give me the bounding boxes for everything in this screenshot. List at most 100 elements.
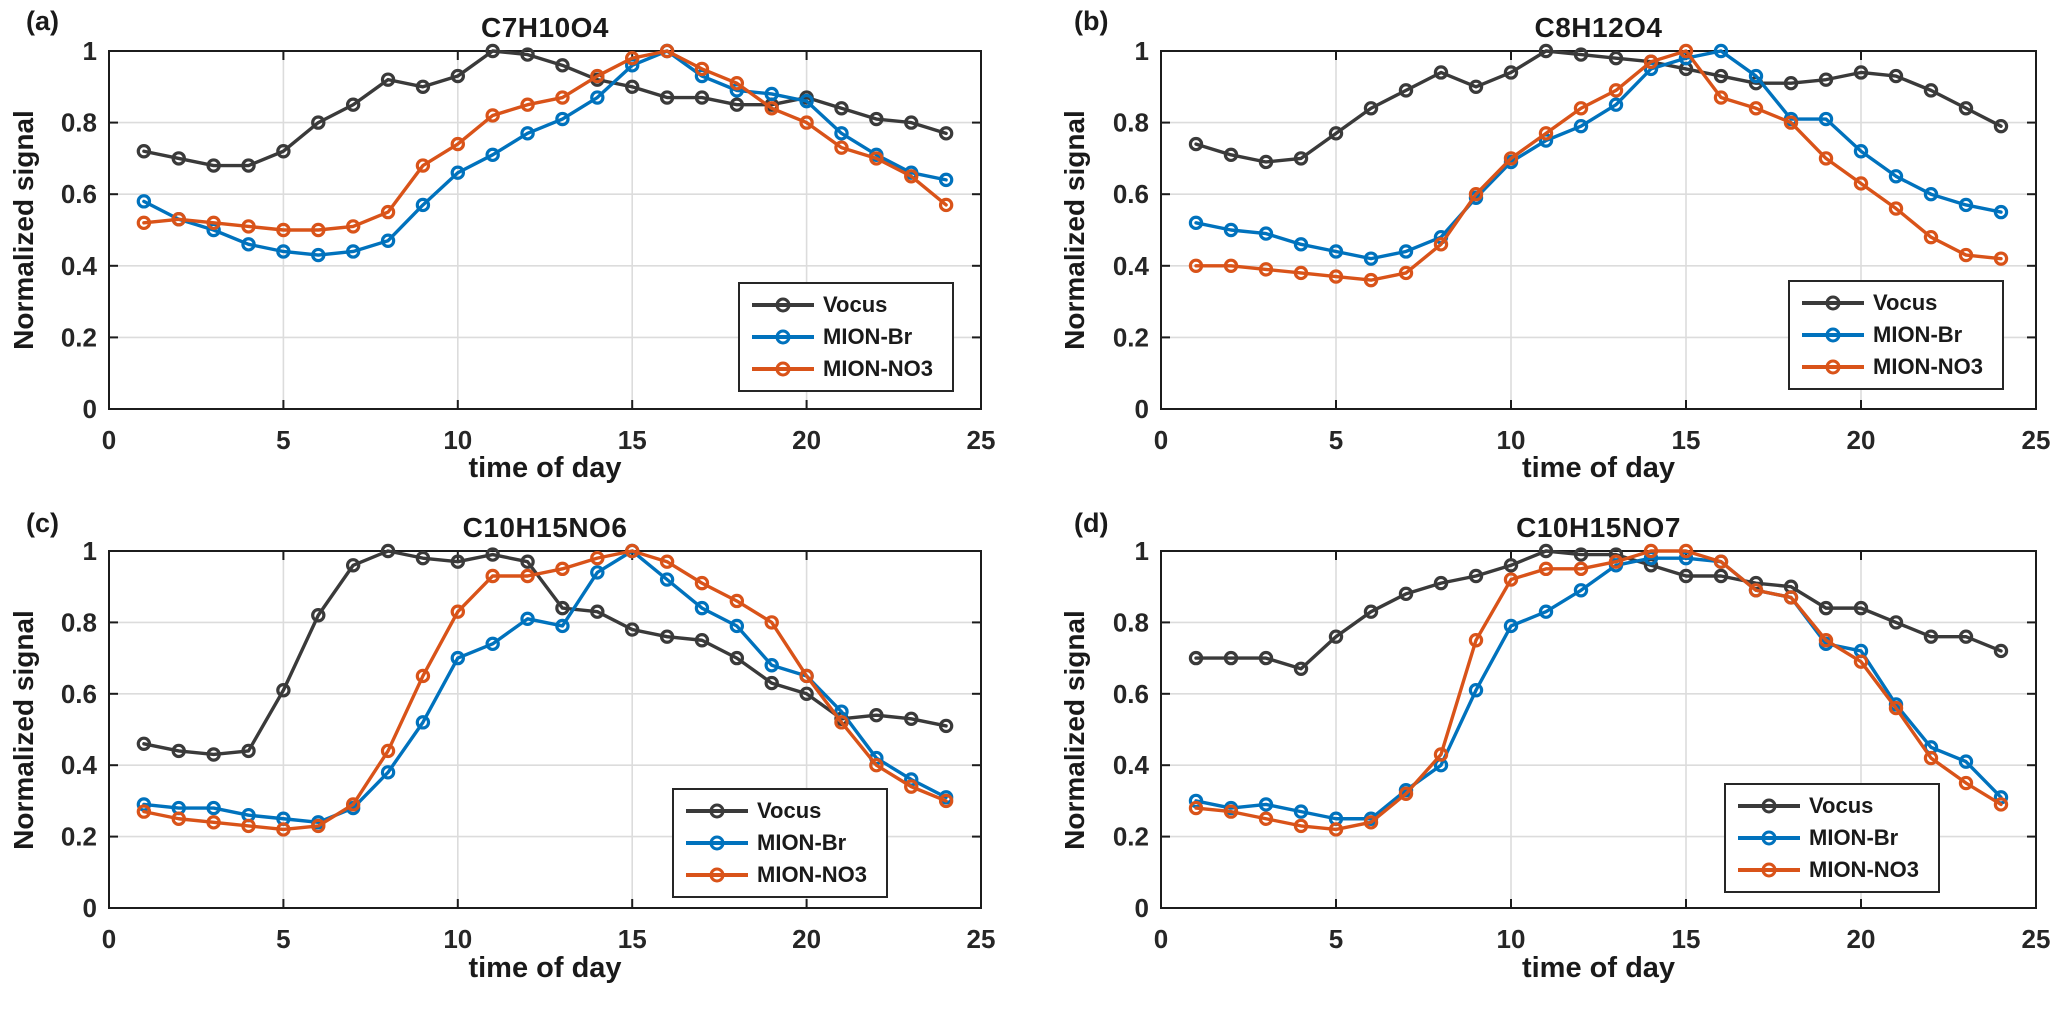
svg-text:0: 0 — [1154, 425, 1168, 455]
svg-text:15: 15 — [618, 924, 647, 954]
svg-text:1: 1 — [1135, 536, 1149, 566]
x-axis-label-a: time of day — [468, 452, 622, 484]
svg-text:10: 10 — [443, 425, 472, 455]
svg-text:0: 0 — [1135, 893, 1149, 923]
svg-text:0.8: 0.8 — [1113, 607, 1149, 637]
legend-label: MION-Br — [823, 324, 913, 349]
legend-label: Vocus — [757, 798, 822, 823]
svg-text:5: 5 — [276, 924, 290, 954]
x-axis-label-d: time of day — [1521, 952, 1676, 984]
vocus-marker-icon — [775, 297, 791, 313]
vocus-line-sample-icon — [1738, 798, 1800, 814]
svg-text:0.4: 0.4 — [1113, 251, 1150, 281]
svg-text:25: 25 — [967, 425, 996, 455]
legend-label: Vocus — [1873, 290, 1938, 315]
svg-text:0: 0 — [102, 924, 116, 954]
svg-text:0: 0 — [1154, 924, 1168, 954]
legend-label: MION-Br — [1873, 322, 1963, 347]
panel-label-d: (d) — [1074, 508, 1109, 538]
svg-text:20: 20 — [792, 425, 821, 455]
mion-no3-marker-icon — [775, 361, 791, 377]
svg-text:0.2: 0.2 — [61, 822, 97, 852]
svg-text:5: 5 — [1329, 924, 1343, 954]
svg-text:0.4: 0.4 — [1113, 750, 1150, 780]
legend-label: MION-NO3 — [1809, 857, 1919, 882]
panel-label-c: (c) — [26, 508, 59, 538]
y-axis-label-a: Normalized signal — [8, 110, 39, 350]
svg-text:0.8: 0.8 — [1113, 108, 1149, 138]
svg-text:0.6: 0.6 — [61, 679, 97, 709]
svg-text:20: 20 — [792, 924, 821, 954]
svg-text:15: 15 — [618, 425, 647, 455]
legend-a: Vocus MION-Br MION-NO3 — [738, 282, 954, 392]
y-axis-label-b: Normalized signal — [1059, 110, 1090, 350]
vocus-line-sample-icon — [752, 297, 814, 313]
legend-label: Vocus — [1809, 793, 1874, 818]
panel-title-c: C10H15NO6 — [462, 512, 628, 543]
svg-text:0.4: 0.4 — [61, 251, 98, 281]
svg-text:5: 5 — [1329, 425, 1343, 455]
svg-text:1: 1 — [83, 36, 97, 66]
svg-text:0.6: 0.6 — [61, 179, 97, 209]
x-axis-label-b: time of day — [1521, 452, 1676, 484]
legend-d: Vocus MION-Br MION-NO3 — [1724, 783, 1940, 893]
mion-br-line-sample-icon — [1802, 327, 1864, 343]
mion-no3-marker-icon — [1761, 862, 1777, 878]
svg-text:25: 25 — [2022, 924, 2051, 954]
panel-title-b: C8H12O4 — [1534, 12, 1663, 43]
legend-entry-mion-br: MION-Br — [1726, 827, 1938, 849]
svg-text:0.4: 0.4 — [61, 750, 98, 780]
mion-br-marker-icon — [775, 329, 791, 345]
svg-text:20: 20 — [1847, 924, 1876, 954]
svg-text:0: 0 — [102, 425, 116, 455]
vocus-marker-icon — [1825, 295, 1841, 311]
legend-label: Vocus — [823, 292, 888, 317]
mion-br-marker-icon — [1761, 830, 1777, 846]
mion-br-marker-icon — [709, 835, 725, 851]
svg-text:0: 0 — [83, 394, 97, 424]
panel-title-a: C7H10O4 — [480, 12, 609, 43]
mion-no3-line-sample-icon — [1802, 359, 1864, 375]
legend-entry-mion-no3: MION-NO3 — [740, 358, 952, 380]
legend-entry-vocus: Vocus — [740, 294, 952, 316]
mion-no3-line-sample-icon — [1738, 862, 1800, 878]
x-axis-label-c: time of day — [468, 952, 622, 984]
legend-c: Vocus MION-Br MION-NO3 — [672, 788, 888, 898]
svg-text:1: 1 — [1135, 36, 1149, 66]
legend-label: MION-Br — [757, 830, 847, 855]
svg-text:0: 0 — [83, 893, 97, 923]
vocus-marker-icon — [709, 803, 725, 819]
svg-text:10: 10 — [1497, 425, 1526, 455]
legend-entry-vocus: Vocus — [1790, 292, 2002, 314]
mion-no3-marker-icon — [709, 867, 725, 883]
svg-text:0.8: 0.8 — [61, 607, 97, 637]
vocus-marker-icon — [1761, 798, 1777, 814]
svg-text:25: 25 — [2022, 425, 2051, 455]
y-axis-label-c: Normalized signal — [8, 610, 39, 850]
svg-text:0: 0 — [1135, 394, 1149, 424]
legend-entry-mion-br: MION-Br — [740, 326, 952, 348]
svg-text:1: 1 — [83, 536, 97, 566]
svg-text:0.2: 0.2 — [61, 322, 97, 352]
legend-label: MION-Br — [1809, 825, 1899, 850]
vocus-line-sample-icon — [686, 803, 748, 819]
legend-entry-vocus: Vocus — [674, 800, 886, 822]
mion-br-line-sample-icon — [686, 835, 748, 851]
legend-entry-mion-no3: MION-NO3 — [674, 864, 886, 886]
panel-title-d: C10H15NO7 — [1516, 512, 1681, 543]
svg-text:20: 20 — [1847, 425, 1876, 455]
svg-text:25: 25 — [967, 924, 996, 954]
svg-text:0.2: 0.2 — [1113, 322, 1149, 352]
legend-entry-mion-no3: MION-NO3 — [1726, 859, 1938, 881]
legend-entry-mion-br: MION-Br — [1790, 324, 2002, 346]
legend-label: MION-NO3 — [757, 862, 867, 887]
svg-text:10: 10 — [443, 924, 472, 954]
mion-no3-marker-icon — [1825, 359, 1841, 375]
mion-no3-line-sample-icon — [686, 867, 748, 883]
svg-text:0.8: 0.8 — [61, 108, 97, 138]
vocus-line-sample-icon — [1802, 295, 1864, 311]
legend-label: MION-NO3 — [1873, 354, 1983, 379]
svg-text:15: 15 — [1672, 425, 1701, 455]
mion-br-line-sample-icon — [1738, 830, 1800, 846]
